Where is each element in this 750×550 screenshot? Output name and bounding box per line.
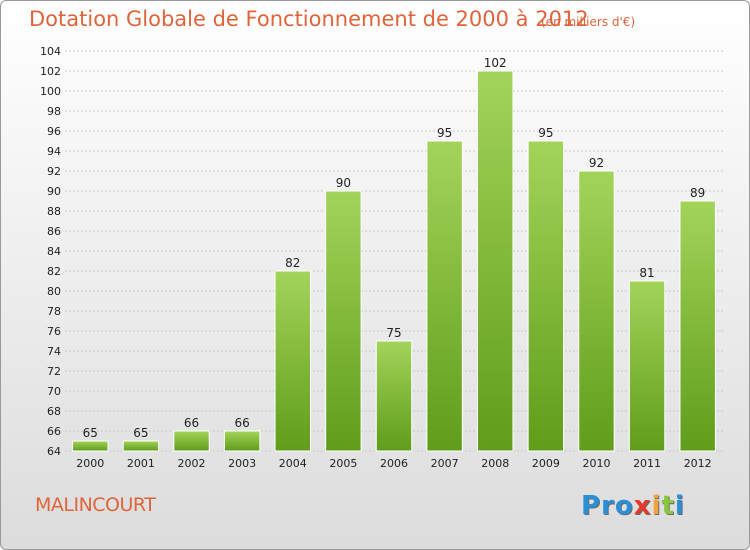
data-label-2003: 66 [235, 416, 250, 430]
y-tick-label: 98 [47, 105, 61, 118]
x-tick-label-2011: 2011 [633, 457, 661, 470]
bar-2000 [72, 440, 109, 452]
y-tick-label: 104 [40, 45, 61, 58]
x-tick-label-2010: 2010 [582, 457, 610, 470]
bar-2005 [325, 190, 362, 452]
x-tick-label-2008: 2008 [481, 457, 509, 470]
chart-title: Dotation Globale de Fonctionnement de 20… [29, 7, 589, 31]
y-tick-label: 72 [47, 365, 61, 378]
data-label-2007: 95 [437, 126, 452, 140]
data-labels: 65 65 66 66 82 90 75 95 102 95 92 81 89 [83, 56, 706, 440]
x-tick-label-2004: 2004 [279, 457, 307, 470]
x-tick-label-2003: 2003 [228, 457, 256, 470]
logo-part-2: x [633, 491, 652, 521]
data-label-2009: 95 [538, 126, 553, 140]
x-tick-label-2000: 2000 [76, 457, 104, 470]
bar-2012 [679, 200, 716, 452]
y-tick-label: 74 [47, 345, 61, 358]
bar-2007 [426, 140, 463, 452]
data-label-2005: 90 [336, 176, 351, 190]
y-tick-label: 84 [47, 245, 61, 258]
data-label-2006: 75 [386, 326, 401, 340]
x-tick-label-2007: 2007 [431, 457, 459, 470]
bar-2006 [375, 340, 413, 452]
y-axis-ticks: 64 66 68 70 72 74 76 78 80 82 84 86 88 90 92 94 96 98 100 1… [40, 45, 61, 458]
data-label-2011: 81 [639, 266, 654, 280]
bar-2004 [274, 270, 311, 452]
data-label-2008: 102 [484, 56, 507, 70]
bar-2010 [578, 170, 615, 452]
y-tick-label: 76 [47, 325, 61, 338]
bar-2008 [477, 70, 514, 452]
y-tick-label: 92 [47, 165, 61, 178]
x-tick-label-2009: 2009 [532, 457, 560, 470]
bars [72, 70, 716, 452]
proxiti-logo[interactable]: Proxiti [581, 491, 685, 521]
y-tick-label: 82 [47, 265, 61, 278]
y-tick-label: 64 [47, 445, 61, 458]
data-label-2012: 89 [690, 186, 705, 200]
y-tick-label: 80 [47, 285, 61, 298]
logo-part-3: i [651, 491, 662, 521]
logo-part-5: i [674, 491, 685, 521]
town-name: MALINCOURT [35, 494, 156, 516]
bar-2009 [527, 140, 565, 452]
y-tick-label: 78 [47, 305, 61, 318]
y-tick-label: 68 [47, 405, 61, 418]
logo-part-1: Pro [581, 491, 634, 521]
y-tick-label: 88 [47, 205, 61, 218]
data-label-2001: 65 [133, 426, 148, 440]
data-label-2010: 92 [589, 156, 604, 170]
data-label-2002: 66 [184, 416, 199, 430]
y-tick-label: 100 [40, 85, 61, 98]
x-tick-label-2012: 2012 [684, 457, 712, 470]
y-tick-label: 66 [47, 425, 61, 438]
y-tick-label: 70 [47, 385, 61, 398]
y-tick-label: 96 [47, 125, 61, 138]
x-tick-label-2002: 2002 [178, 457, 206, 470]
logo-part-4: t [661, 491, 675, 521]
y-tick-label: 90 [47, 185, 61, 198]
bar-2003 [223, 430, 261, 452]
data-label-2000: 65 [83, 426, 98, 440]
unit-note: (en milliers d'€) [541, 15, 636, 29]
y-tick-label: 94 [47, 145, 61, 158]
data-label-2004: 82 [285, 256, 300, 270]
bar-2002 [173, 430, 210, 452]
y-tick-label: 102 [40, 65, 61, 78]
x-axis-ticks: 2000 2001 2002 2003 2004 2005 2006 2007 2008 2009… [76, 457, 711, 470]
x-tick-label-2001: 2001 [127, 457, 155, 470]
y-tick-label: 86 [47, 225, 61, 238]
x-tick-label-2006: 2006 [380, 457, 408, 470]
bar-2011 [628, 280, 666, 452]
bar-2001 [122, 440, 160, 452]
x-tick-label-2005: 2005 [329, 457, 357, 470]
